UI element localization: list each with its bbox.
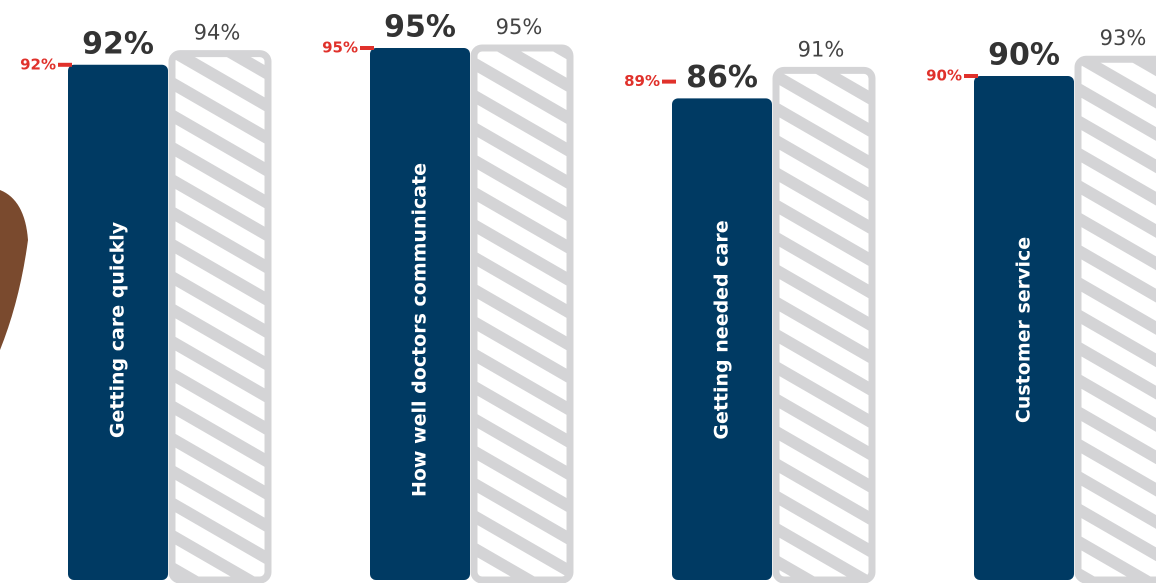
- category-label: Getting needed care: [711, 220, 733, 439]
- bar: [974, 76, 1074, 580]
- value-label: 95%: [384, 10, 456, 45]
- benchmark-label: 92%: [20, 55, 56, 73]
- benchmark-label: 90%: [926, 67, 962, 85]
- category-label: Customer service: [1013, 237, 1035, 423]
- value-label: 86%: [686, 60, 758, 95]
- comparison-label: 91%: [798, 37, 845, 61]
- comparison-bar: [470, 44, 574, 583]
- benchmark-label: 89%: [624, 72, 660, 90]
- bar: [68, 64, 168, 581]
- comparison-bar: [168, 50, 272, 583]
- value-label: 90%: [988, 38, 1060, 73]
- bar: [370, 48, 470, 580]
- hand: [0, 190, 28, 350]
- comparison-label: 94%: [194, 21, 241, 45]
- comparison-bar: [1074, 55, 1156, 583]
- comparison-label: 95%: [496, 15, 543, 39]
- category-label: How well doctors communicate: [409, 163, 431, 497]
- comparison-bar: [772, 66, 876, 583]
- benchmark-label: 95%: [322, 39, 358, 57]
- value-label: 92%: [82, 26, 154, 61]
- bar: [672, 98, 772, 581]
- category-label: Getting care quickly: [107, 221, 129, 438]
- comparison-label: 93%: [1100, 26, 1147, 50]
